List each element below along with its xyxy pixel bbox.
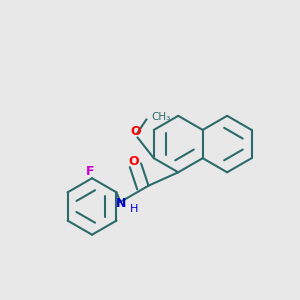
Text: N: N xyxy=(116,197,126,210)
Text: O: O xyxy=(128,155,139,168)
Text: O: O xyxy=(130,125,141,138)
Text: H: H xyxy=(130,204,138,214)
Text: CH₃: CH₃ xyxy=(152,112,171,122)
Text: F: F xyxy=(86,165,95,178)
